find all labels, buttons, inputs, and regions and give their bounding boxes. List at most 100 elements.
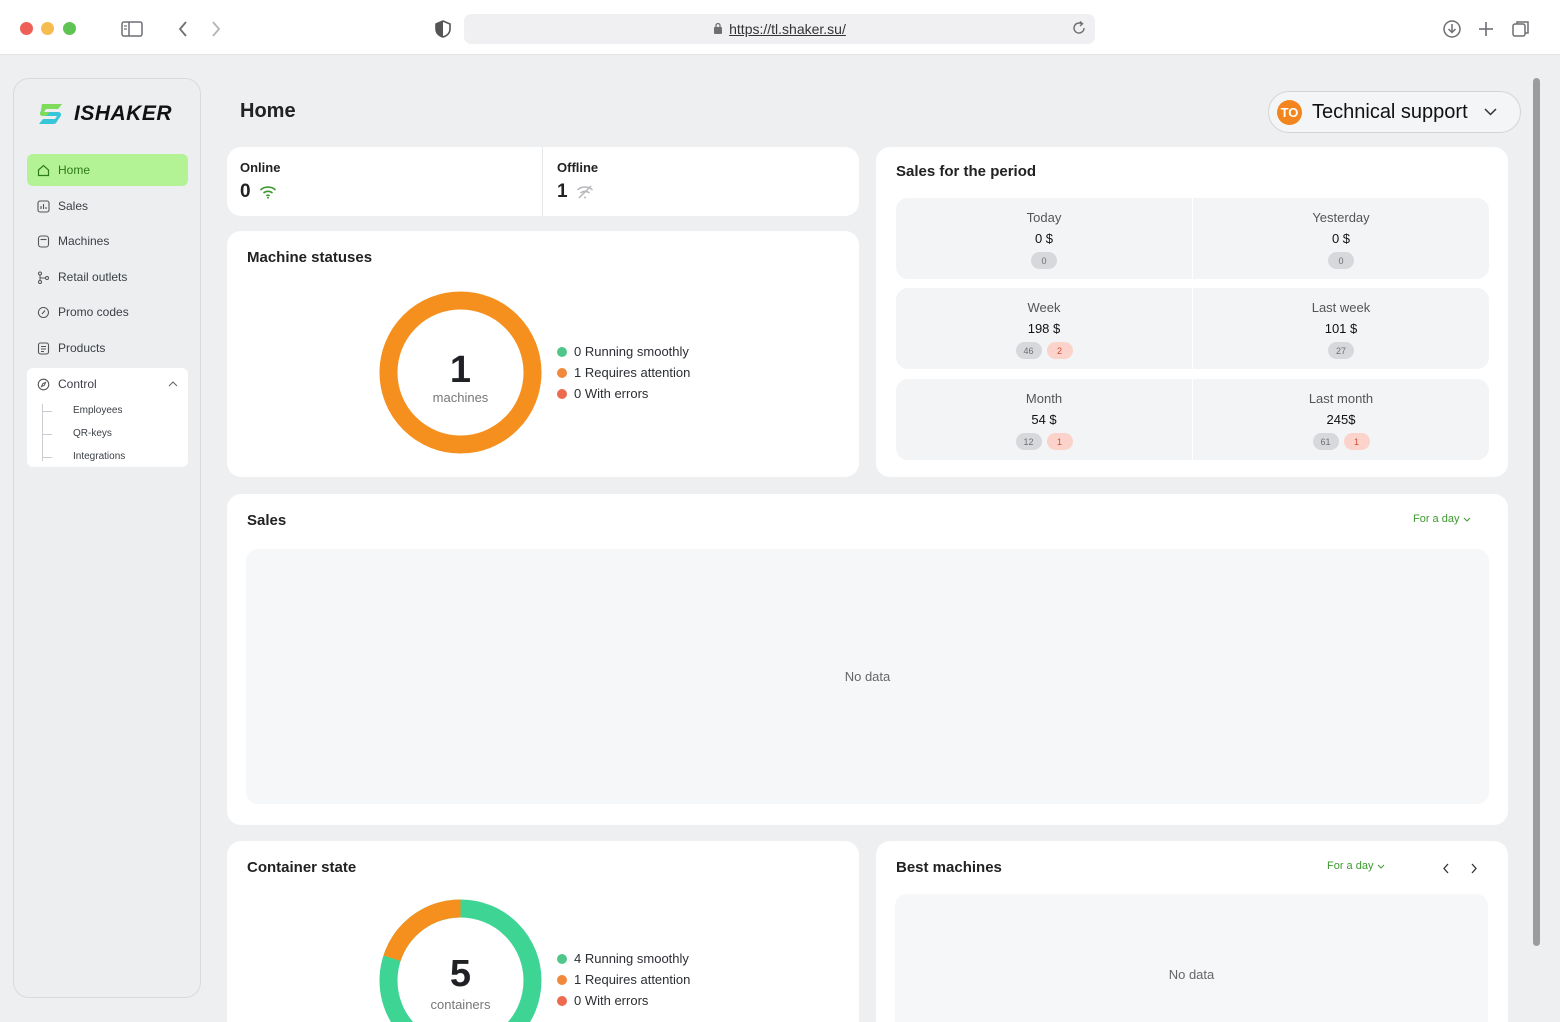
online-label: Online xyxy=(240,160,281,175)
status-dot-green xyxy=(557,953,567,964)
prev-page-button[interactable] xyxy=(1442,861,1450,879)
privacy-shield-icon[interactable] xyxy=(432,18,454,40)
sidebar-item-retail-outlets[interactable]: Retail outlets xyxy=(27,261,188,293)
sidebar-subitem-employees[interactable]: Employees xyxy=(73,405,123,416)
reload-icon[interactable] xyxy=(1071,20,1087,39)
legend-text: 1 Requires attention xyxy=(574,972,691,987)
sales-period-select[interactable]: For a day xyxy=(1413,513,1471,525)
period-cell-month[interactable]: Month 54 $ 12 1 xyxy=(896,379,1192,460)
tree-line xyxy=(42,404,43,461)
period-cell-yesterday[interactable]: Yesterday 0 $ 0 xyxy=(1193,198,1489,279)
wifi-icon xyxy=(259,186,276,199)
legend-item-errors: 0 With errors xyxy=(557,383,690,404)
sidebar-item-machines[interactable]: Machines xyxy=(27,225,188,257)
period-select-label: For a day xyxy=(1327,860,1374,872)
user-menu-button[interactable]: TO Technical support xyxy=(1268,91,1521,133)
maximize-window-button[interactable] xyxy=(63,22,76,35)
legend-item-errors: 0 With errors xyxy=(557,990,690,1011)
empty-text: No data xyxy=(1168,966,1215,982)
period-cell-today[interactable]: Today 0 $ 0 xyxy=(896,198,1192,279)
chevron-left-icon xyxy=(1443,863,1449,874)
status-dot-orange xyxy=(557,974,567,985)
container-state-donut: 5 containers xyxy=(379,899,542,1022)
period-name: Month xyxy=(1025,391,1063,406)
sidebar-item-promo-codes[interactable]: Promo codes xyxy=(27,296,188,328)
wifi-off-icon xyxy=(576,185,593,199)
avatar: TO xyxy=(1277,99,1302,125)
sidebar-subitem-integrations[interactable]: Integrations xyxy=(73,451,126,462)
sidebar-subitem-qr-keys[interactable]: QR-keys xyxy=(73,428,112,439)
legend-item-attention: 1 Requires attention xyxy=(557,969,690,990)
count-chip: 0 xyxy=(1031,252,1057,269)
brand-logo[interactable]: ISHAKER xyxy=(36,101,172,127)
connectivity-card: Online 0 Offline 1 xyxy=(227,147,859,216)
next-page-button[interactable] xyxy=(1470,861,1478,879)
count-chip: 0 xyxy=(1328,252,1354,269)
period-value: 54 $ xyxy=(1031,412,1057,427)
status-dot-red xyxy=(557,995,567,1006)
container-state-legend: 4 Running smoothly 1 Requires attention … xyxy=(557,948,690,1011)
best-machines-card: Best machines For a day No data xyxy=(876,841,1508,1022)
containers-unit: containers xyxy=(431,997,491,1012)
tab-overview-icon[interactable] xyxy=(1510,18,1532,40)
offline-status[interactable]: Offline 1 xyxy=(557,160,598,203)
period-row: Today 0 $ 0 Yesterday 0 $ 0 xyxy=(896,198,1489,279)
period-name: Today xyxy=(1026,210,1062,225)
forward-icon[interactable] xyxy=(205,18,227,40)
document-icon xyxy=(37,341,50,355)
period-cell-last-month[interactable]: Last month 245$ 61 1 xyxy=(1193,379,1489,460)
back-icon[interactable] xyxy=(172,18,194,40)
period-name: Last week xyxy=(1311,300,1371,315)
sales-card: Sales For a day No data xyxy=(227,494,1508,825)
period-name: Yesterday xyxy=(1312,210,1370,225)
best-machines-period-select[interactable]: For a day xyxy=(1327,860,1385,872)
home-icon xyxy=(37,164,50,176)
legend-item-running: 4 Running smoothly xyxy=(557,948,690,969)
machine-icon xyxy=(37,234,50,248)
divider xyxy=(1192,198,1193,279)
card-title: Sales xyxy=(247,512,287,529)
new-tab-icon[interactable] xyxy=(1475,18,1497,40)
sidebar-item-home[interactable]: Home xyxy=(27,154,188,186)
url-text: https://tl.shaker.su/ xyxy=(729,21,846,37)
legend-text: 4 Running smoothly xyxy=(574,951,689,966)
address-bar[interactable]: https://tl.shaker.su/ xyxy=(464,14,1095,44)
sidebar-item-label: Retail outlets xyxy=(58,270,128,284)
sales-chart-empty: No data xyxy=(246,549,1489,804)
close-window-button[interactable] xyxy=(20,22,33,35)
sidebar-toggle-icon[interactable] xyxy=(121,18,143,40)
legend-text: 0 Running smoothly xyxy=(574,344,689,359)
period-value: 198 $ xyxy=(1027,321,1061,336)
period-cell-week[interactable]: Week 198 $ 46 2 xyxy=(896,288,1192,369)
page-scrollbar[interactable] xyxy=(1533,78,1540,946)
control-toggle[interactable]: Control xyxy=(37,375,178,393)
minimize-window-button[interactable] xyxy=(41,22,54,35)
sidebar-item-products[interactable]: Products xyxy=(27,332,188,364)
downloads-icon[interactable] xyxy=(1441,18,1463,40)
chevron-down-icon xyxy=(1378,864,1385,869)
refund-chip: 1 xyxy=(1046,433,1073,450)
card-title: Machine statuses xyxy=(247,249,373,266)
containers-total: 5 xyxy=(450,953,471,995)
online-count: 0 xyxy=(240,181,251,202)
page-title: Home xyxy=(240,100,296,122)
browser-toolbar: https://tl.shaker.su/ xyxy=(0,0,1560,55)
period-row: Month 54 $ 12 1 Last month 245$ 61 1 xyxy=(896,379,1489,460)
empty-text: No data xyxy=(844,669,891,684)
period-cell-last-week[interactable]: Last week 101 $ 27 xyxy=(1193,288,1489,369)
count-chip: 12 xyxy=(1015,433,1042,450)
control-label: Control xyxy=(58,377,97,391)
tree-tick xyxy=(42,411,52,412)
sidebar-item-sales[interactable]: Sales xyxy=(27,190,188,222)
chevron-down-icon xyxy=(1484,108,1497,116)
period-select-label: For a day xyxy=(1413,513,1460,525)
machines-total: 1 xyxy=(450,349,471,391)
status-dot-orange xyxy=(557,367,567,378)
refund-chip: 2 xyxy=(1046,342,1073,359)
tree-tick xyxy=(42,457,52,458)
online-status[interactable]: Online 0 xyxy=(240,160,280,203)
sidebar: ISHAKER Home Sales Machines Retail outle… xyxy=(13,78,201,998)
tag-icon xyxy=(37,306,49,318)
best-machines-empty: No data xyxy=(895,894,1488,1022)
status-dot-red xyxy=(557,388,567,399)
